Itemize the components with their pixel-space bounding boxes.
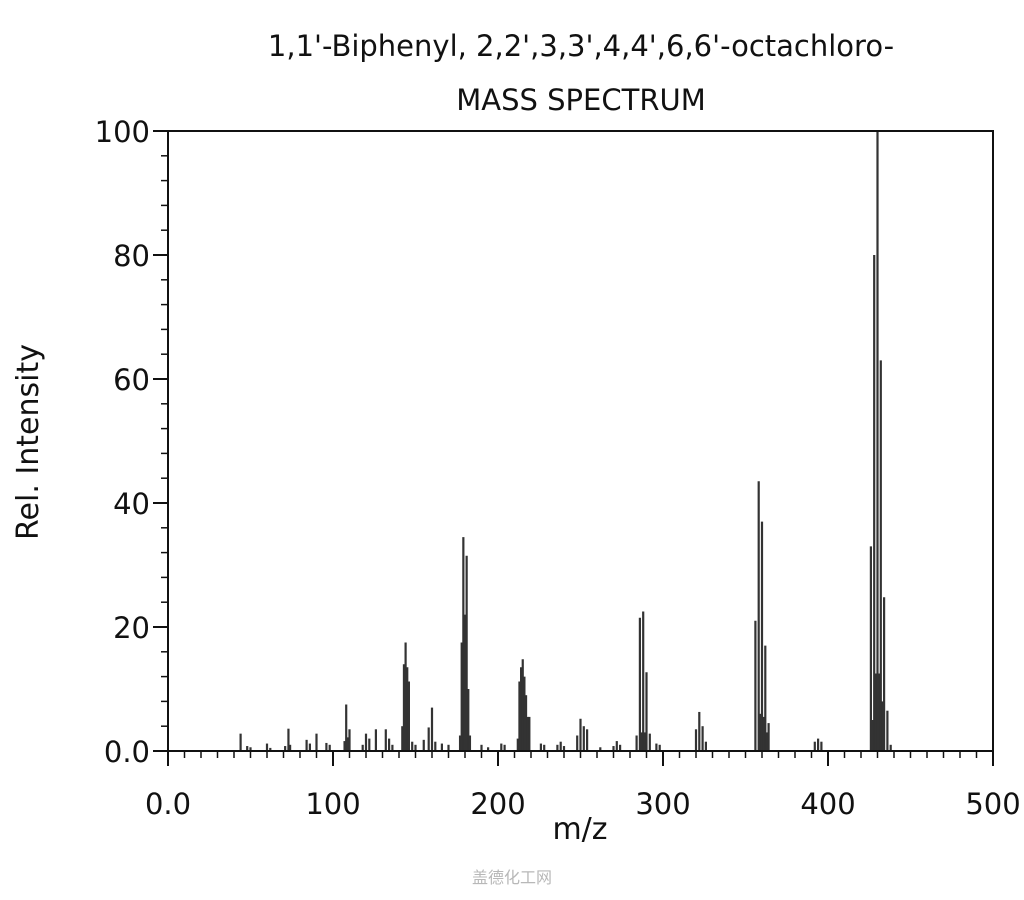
y-tick-label: 20 [113,611,150,645]
x-tick-label: 400 [800,787,855,821]
y-tick-label: 60 [113,363,150,397]
y-tick-label: 80 [113,239,150,273]
axis-ticks [153,130,994,766]
x-tick-label: 200 [470,787,525,821]
y-tick-label: 0.0 [104,735,150,769]
chart-subtitle: MASS SPECTRUM [456,83,705,117]
chart-title: 1,1'-Biphenyl, 2,2',3,3',4,4',6,6'-octac… [268,29,894,63]
x-tick-label: 500 [965,787,1020,821]
x-tick-label: 300 [635,787,690,821]
watermark-text: 盖德化工网 [471,868,552,887]
x-tick-label: 100 [305,787,360,821]
spectrum-peaks [239,131,892,751]
x-axis-label: m/z [552,812,607,847]
plot-frame [167,130,994,752]
y-axis-label: Rel. Intensity [11,344,46,540]
y-tick-label: 40 [113,487,150,521]
axis-tick-labels: 0.0 100 200 300 400 500 0.0 20 40 60 80 100 [95,115,1021,821]
x-tick-label: 0.0 [145,787,191,821]
y-tick-label: 100 [95,115,150,149]
